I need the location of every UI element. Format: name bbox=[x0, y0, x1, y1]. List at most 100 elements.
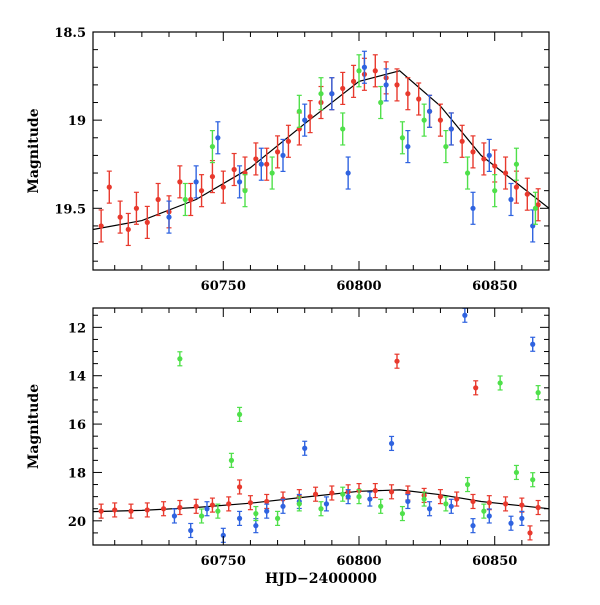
point-marker bbox=[519, 502, 525, 508]
point-marker bbox=[486, 513, 492, 519]
point-marker bbox=[378, 99, 384, 106]
point-marker bbox=[532, 205, 539, 211]
y-axis-title: Magnitude bbox=[26, 384, 42, 469]
data-point bbox=[98, 503, 104, 519]
data-point bbox=[513, 464, 520, 481]
data-point bbox=[296, 94, 302, 128]
data-point bbox=[394, 68, 400, 102]
x-tick-label: 60750 bbox=[201, 554, 246, 569]
data-point bbox=[177, 499, 183, 516]
point-marker bbox=[269, 170, 275, 176]
point-marker bbox=[470, 523, 476, 529]
y-tick-label: 12 bbox=[68, 321, 86, 336]
point-marker bbox=[318, 506, 324, 512]
data-point bbox=[492, 174, 498, 208]
point-marker bbox=[188, 527, 194, 534]
point-marker bbox=[329, 91, 335, 97]
panel-top: 60750 60800 60850 18.5 19 19.5 Magnitude bbox=[26, 26, 550, 294]
data-point bbox=[160, 501, 167, 517]
series-1-bottom bbox=[98, 353, 541, 541]
point-marker bbox=[535, 202, 541, 208]
point-marker bbox=[340, 491, 346, 497]
data-point bbox=[296, 496, 302, 512]
data-point bbox=[473, 380, 479, 396]
data-point bbox=[209, 159, 216, 194]
point-marker bbox=[177, 356, 183, 362]
point-marker bbox=[405, 498, 411, 505]
data-point bbox=[253, 505, 259, 522]
data-point bbox=[513, 147, 520, 181]
data-point bbox=[513, 170, 520, 204]
x-tick-label: 60800 bbox=[336, 554, 381, 569]
data-point bbox=[486, 138, 492, 173]
data-point bbox=[378, 85, 384, 120]
data-point bbox=[421, 103, 427, 137]
point-marker bbox=[209, 502, 216, 508]
data-point bbox=[486, 508, 492, 524]
data-point bbox=[274, 135, 281, 169]
data-point bbox=[462, 308, 468, 323]
y-tick-label: 18 bbox=[68, 466, 86, 481]
data-point bbox=[416, 82, 422, 116]
point-marker bbox=[155, 196, 161, 203]
y-tick-label: 19 bbox=[68, 114, 86, 129]
data-point bbox=[481, 503, 487, 519]
point-marker bbox=[128, 508, 134, 514]
point-marker bbox=[513, 184, 520, 190]
data-point bbox=[236, 510, 243, 526]
point-marker bbox=[215, 508, 221, 514]
data-point bbox=[345, 156, 351, 190]
point-marker bbox=[220, 532, 226, 538]
point-marker bbox=[264, 498, 270, 505]
point-marker bbox=[421, 117, 427, 123]
point-marker bbox=[486, 152, 492, 159]
data-point bbox=[535, 385, 541, 401]
data-point bbox=[519, 510, 525, 526]
point-marker bbox=[226, 501, 232, 507]
point-marker bbox=[513, 161, 520, 167]
point-marker bbox=[323, 501, 330, 507]
data-point bbox=[198, 508, 205, 524]
data-point bbox=[426, 94, 433, 128]
data-point bbox=[340, 71, 346, 106]
point-marker bbox=[198, 513, 205, 519]
data-point bbox=[448, 498, 454, 514]
point-marker bbox=[215, 135, 221, 141]
data-point bbox=[329, 77, 335, 111]
point-marker bbox=[508, 196, 514, 203]
point-marker bbox=[388, 440, 395, 447]
point-marker bbox=[198, 188, 205, 194]
point-marker bbox=[318, 91, 324, 97]
point-marker bbox=[228, 457, 235, 463]
data-point bbox=[530, 472, 536, 488]
point-marker bbox=[253, 523, 259, 529]
point-marker bbox=[144, 219, 150, 225]
data-point bbox=[443, 129, 449, 164]
point-marker bbox=[264, 161, 270, 167]
point-marker bbox=[378, 503, 384, 509]
point-marker bbox=[437, 117, 444, 123]
point-marker bbox=[437, 494, 444, 500]
data-point bbox=[247, 495, 254, 511]
point-marker bbox=[274, 149, 281, 155]
point-marker bbox=[177, 179, 183, 185]
point-marker bbox=[193, 503, 199, 509]
point-marker bbox=[513, 469, 520, 476]
point-marker bbox=[530, 341, 536, 347]
data-point bbox=[226, 496, 232, 512]
data-point bbox=[220, 170, 226, 204]
data-point bbox=[502, 496, 509, 512]
data-point bbox=[280, 498, 286, 514]
point-marker bbox=[492, 163, 498, 169]
data-point bbox=[470, 518, 476, 534]
point-marker bbox=[209, 173, 216, 180]
point-marker bbox=[236, 179, 243, 185]
data-point bbox=[155, 182, 161, 217]
data-point bbox=[269, 156, 275, 190]
y-tick-label: 20 bbox=[68, 515, 86, 530]
data-point bbox=[405, 77, 411, 111]
point-marker bbox=[253, 156, 259, 162]
point-marker bbox=[160, 506, 167, 512]
point-marker bbox=[236, 515, 243, 521]
data-point bbox=[426, 501, 433, 517]
